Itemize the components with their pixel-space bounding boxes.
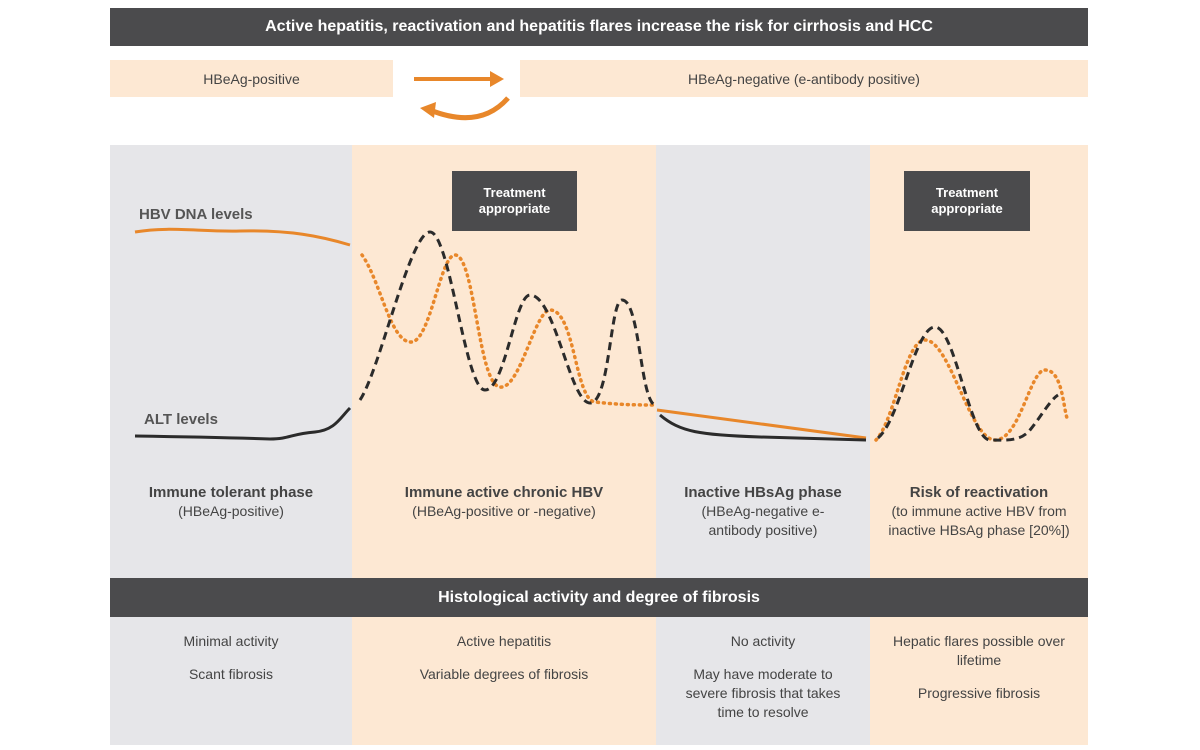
alt-label: ALT levels — [144, 411, 218, 428]
phase-column-4 — [870, 145, 1088, 745]
phase-subtitle: (HBeAg-positive) — [178, 503, 284, 519]
hbv-dna-curve-tolerant — [134, 227, 351, 247]
treatment-appropriate-badge-2: Treatment appropriate — [904, 171, 1030, 231]
fibrosis-text: Progressive fibrosis — [917, 685, 1041, 701]
phase-column-2 — [352, 145, 656, 745]
alt-curve-inactive — [659, 413, 867, 442]
hbv-dna-curve-active — [360, 253, 657, 407]
histology-1: Minimal activity Scant fibrosis — [110, 632, 352, 684]
phase-3-label: Inactive HBsAg phase (HBeAg-negative e-a… — [656, 483, 870, 540]
phase-subtitle: (to immune active HBV from inactive HBsA… — [888, 503, 1070, 538]
hbeag-positive-box: HBeAg-positive — [110, 60, 393, 97]
fibrosis-text: Scant fibrosis — [188, 666, 274, 682]
treatment-appropriate-badge-1: Treatment appropriate — [452, 171, 577, 231]
phase-1-label: Immune tolerant phase (HBeAg-positive) — [110, 483, 352, 521]
activity-text: Active hepatitis — [456, 633, 552, 649]
phase-title: Immune tolerant phase — [148, 484, 314, 501]
hbv-dna-label: HBV DNA levels — [139, 206, 253, 223]
alt-curve-tolerant — [134, 406, 352, 441]
histology-2: Active hepatitis Variable degrees of fib… — [352, 632, 656, 684]
histology-4: Hepatic flares possible over lifetime Pr… — [870, 632, 1088, 703]
activity-text: Hepatic flares possible over lifetime — [893, 633, 1065, 668]
hbv-dna-curve-inactive — [656, 408, 867, 440]
alt-curve-active — [358, 230, 656, 407]
phase-title: Immune active chronic HBV — [404, 484, 604, 501]
top-banner: Active hepatitis, reactivation and hepat… — [110, 8, 1088, 46]
phase-column-1 — [110, 145, 352, 745]
hbv-dna-curve-reactivation — [874, 338, 1069, 442]
alt-curve-reactivation — [876, 325, 1059, 442]
seroconversion-arrows-icon — [414, 71, 510, 121]
phase-column-3 — [656, 145, 870, 745]
histology-3: No activity May have moderate to severe … — [656, 632, 870, 722]
fibrosis-text: May have moderate to severe fibrosis tha… — [685, 666, 841, 720]
phase-title: Risk of reactivation — [909, 484, 1049, 501]
phase-title: Inactive HBsAg phase — [684, 484, 842, 501]
activity-text: Minimal activity — [183, 633, 279, 649]
phase-4-label: Risk of reactivation (to immune active H… — [870, 483, 1088, 540]
fibrosis-text: Variable degrees of fibrosis — [419, 666, 589, 682]
phase-subtitle: (HBeAg-positive or -negative) — [412, 503, 596, 519]
activity-text: No activity — [730, 633, 796, 649]
phase-2-label: Immune active chronic HBV (HBeAg-positiv… — [352, 483, 656, 521]
phase-subtitle: (HBeAg-negative e-antibody positive) — [701, 503, 825, 538]
hbeag-negative-box: HBeAg-negative (e-antibody positive) — [520, 60, 1088, 97]
histology-banner: Histological activity and degree of fibr… — [110, 578, 1088, 617]
